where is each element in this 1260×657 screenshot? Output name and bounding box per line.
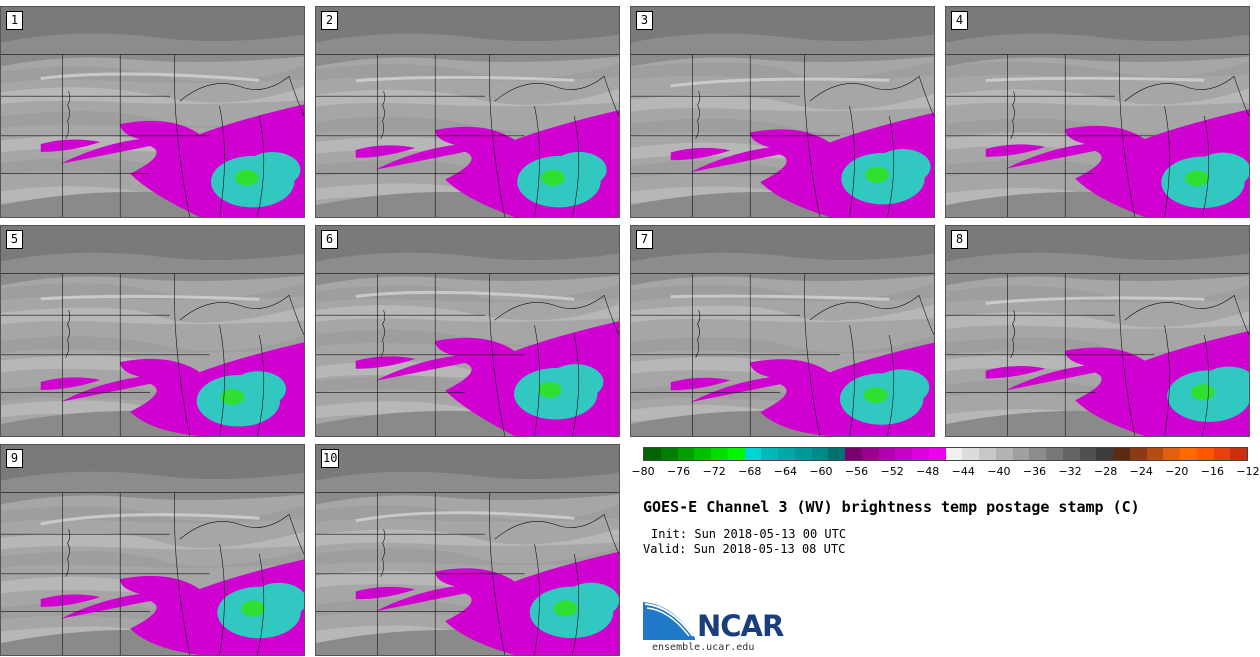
colorbar-swatch (1029, 448, 1046, 460)
colorbar-tick: −44 (951, 465, 975, 478)
colorbar-swatch (945, 448, 963, 460)
colorbar-swatch (845, 448, 862, 460)
panel-number: 1 (6, 11, 23, 30)
colorbar-swatch (995, 448, 1013, 460)
colorbar-swatch (828, 448, 845, 460)
map-panel: 7 (630, 225, 935, 437)
colorbar-tick: −76 (666, 465, 691, 478)
colorbar (643, 447, 1248, 461)
colorbar-swatch (1129, 448, 1147, 460)
map-panel: 6 (315, 225, 620, 437)
colorbar-swatch (1213, 448, 1231, 460)
colorbar-swatch (1180, 448, 1197, 460)
logo-name: NCAR (697, 609, 784, 643)
map-panel: 5 (0, 225, 305, 437)
figure-title: GOES-E Channel 3 (WV) brightness temp po… (643, 498, 1140, 516)
map-panel: 8 (945, 225, 1250, 437)
colorbar-swatch (778, 448, 795, 460)
colorbar-swatch (878, 448, 896, 460)
colorbar-swatch (660, 448, 678, 460)
colorbar-swatch (727, 448, 745, 460)
logo-url: ensemble.ucar.edu (652, 642, 755, 653)
colorbar-swatch (1146, 448, 1164, 460)
colorbar-swatch (677, 448, 695, 460)
colorbar-tick: −56 (844, 465, 869, 478)
map-panel: 1 (0, 6, 305, 218)
colorbar-tick: −48 (916, 465, 940, 478)
colorbar-swatch (1096, 448, 1113, 460)
colorbar-tick: −28 (1094, 465, 1118, 478)
colorbar-tick: −24 (1129, 465, 1153, 478)
colorbar-tick: −36 (1022, 465, 1047, 478)
colorbar-swatch (1113, 448, 1130, 460)
colorbar-swatch (761, 448, 778, 460)
colorbar-tick: −80 (631, 465, 655, 478)
colorbar-swatch (1230, 448, 1247, 460)
colorbar-swatch (1196, 448, 1214, 460)
colorbar-swatch (811, 448, 829, 460)
colorbar-tick: −16 (1200, 465, 1225, 478)
colorbar-swatch (861, 448, 879, 460)
panel-number: 10 (321, 449, 340, 468)
colorbar-swatch (644, 448, 661, 460)
colorbar-swatch (694, 448, 711, 460)
colorbar-swatch (979, 448, 996, 460)
colorbar-swatch (912, 448, 929, 460)
init-time: Init: Sun 2018-05-13 00 UTC (651, 527, 847, 541)
colorbar-swatch (1062, 448, 1080, 460)
panel-number: 3 (636, 11, 653, 30)
colorbar-tick: −60 (809, 465, 833, 478)
colorbar-swatch (928, 448, 946, 460)
colorbar-tick: −32 (1058, 465, 1082, 478)
colorbar-tick: −52 (880, 465, 904, 478)
colorbar-tick: −72 (702, 465, 726, 478)
valid-time: Valid: Sun 2018-05-13 08 UTC (643, 542, 846, 556)
colorbar-swatch (1012, 448, 1030, 460)
panel-number: 7 (636, 230, 653, 249)
colorbar-tick: −12 (1236, 465, 1260, 478)
colorbar-swatch (1046, 448, 1063, 460)
panel-number: 2 (321, 11, 338, 30)
panel-number: 6 (321, 230, 338, 249)
panel-number: 8 (951, 230, 968, 249)
panel-number: 5 (6, 230, 23, 249)
colorbar-tick-labels: −80 −76 −72 −68 −64 −60 −56 −52 −48 −44 −40 −36 −32−… (631, 465, 1259, 481)
colorbar-swatch (711, 448, 728, 460)
colorbar-tick: −64 (773, 465, 797, 478)
panel-number: 9 (6, 449, 23, 468)
map-panel: 2 (315, 6, 620, 218)
colorbar-swatch (1163, 448, 1180, 460)
map-panel: 3 (630, 6, 935, 218)
colorbar-tick: −20 (1165, 465, 1189, 478)
ncar-logo (643, 602, 695, 640)
colorbar-swatch (744, 448, 762, 460)
map-panel: 4 (945, 6, 1250, 218)
colorbar-swatch (794, 448, 812, 460)
panel-number: 4 (951, 11, 968, 30)
colorbar-tick: −68 (738, 465, 762, 478)
colorbar-swatch (962, 448, 979, 460)
colorbar-tick: −40 (987, 465, 1011, 478)
map-panel: 10 (315, 444, 620, 656)
colorbar-swatch (1079, 448, 1097, 460)
map-panel: 9 (0, 444, 305, 656)
colorbar-swatch (895, 448, 912, 460)
